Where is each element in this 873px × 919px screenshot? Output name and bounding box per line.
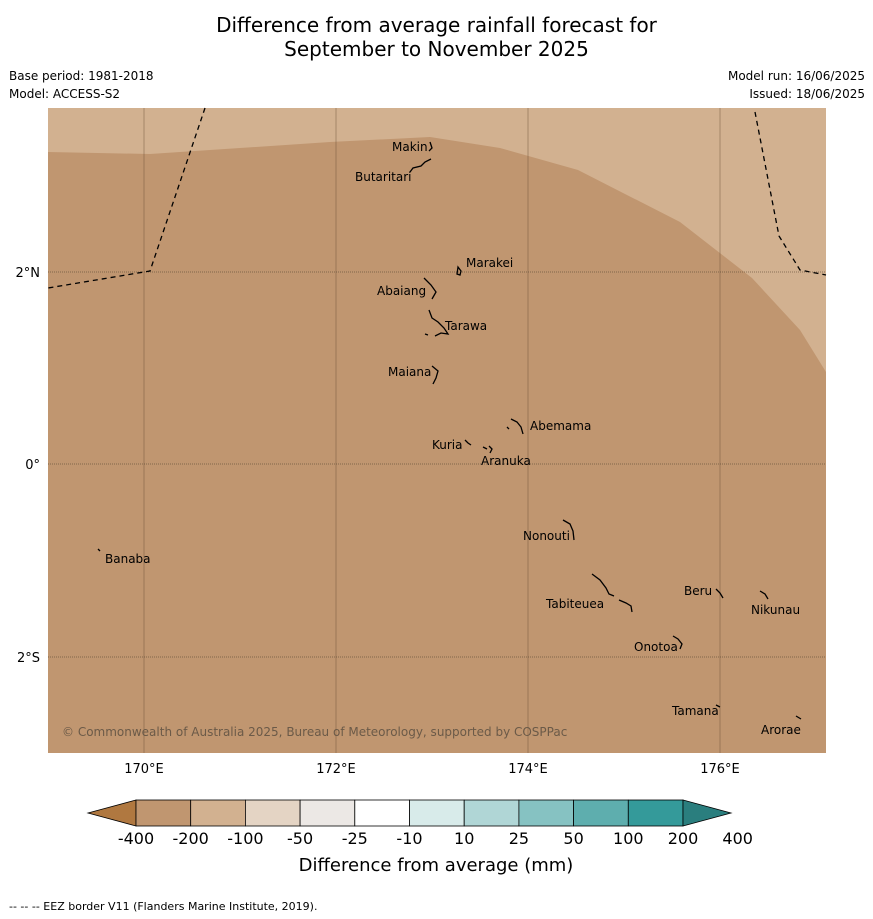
nonouti-outline [562, 519, 575, 541]
abaiang-outline [423, 277, 437, 300]
title-line-1: Difference from average rainfall forecas… [216, 13, 657, 37]
colorbar-tick-label: -25 [342, 829, 368, 848]
kuria-outline [464, 439, 472, 446]
colorbar-label: Difference from average (mm) [299, 855, 574, 876]
base-period: Base period: 1981-2018 [9, 69, 154, 83]
colorbar-segment [573, 799, 629, 827]
island-label-arorae: Arorae [761, 723, 801, 737]
copyright-notice: © Commonwealth of Australia 2025, Bureau… [62, 725, 567, 739]
colorbar-tick-label: 50 [563, 829, 583, 848]
colorbar-tick-label: 10 [454, 829, 474, 848]
island-label-tabiteuea: Tabiteuea [545, 597, 604, 611]
tamana-outline [715, 704, 721, 708]
island-label-maiana: Maiana [388, 365, 431, 379]
island-label-aranuka: Aranuka [481, 454, 531, 468]
island-label-butaritari: Butaritari [355, 170, 412, 184]
island-label-makin: Makin [392, 140, 428, 154]
colorbar-tick-label: -100 [227, 829, 263, 848]
onotoa-outline [672, 635, 683, 650]
tabiteuea-outline [591, 573, 633, 613]
colorbar-segment [463, 799, 520, 827]
colorbar-extend-high [682, 799, 733, 827]
island-label-onotoa: Onotoa [634, 640, 678, 654]
beru-outline [715, 588, 724, 599]
colorbar-segment [190, 799, 246, 827]
longitude-label-176e: 176°E [700, 762, 740, 777]
island-label-kuria: Kuria [432, 438, 463, 452]
colorbar-tick-label: 25 [509, 829, 529, 848]
latitude-label-0: 0° [25, 458, 40, 473]
island-outlines [97, 141, 802, 720]
longitude-label-172e: 172°E [316, 762, 356, 777]
aranuka-outline [482, 445, 493, 454]
butaritari-outline [409, 158, 432, 173]
title-line-2: September to November 2025 [284, 37, 589, 61]
colorbar-tick-label: -400 [118, 829, 154, 848]
colorbar-segment [299, 799, 356, 827]
eez-footnote: -- -- -- EEZ border V11 (Flanders Marine… [9, 900, 318, 913]
colorbar-segment [135, 799, 192, 827]
island-label-tarawa: Tarawa [444, 319, 487, 333]
longitude-gridlines [143, 108, 721, 753]
eez-border [47, 107, 827, 289]
colorbar-segment [627, 799, 684, 827]
island-label-abemama: Abemama [530, 419, 591, 433]
nikunau-outline [759, 590, 769, 600]
marakei-outline [456, 265, 462, 276]
tarawa-outline [424, 309, 450, 337]
rainfall-map: Makin Butaritari Marakei Abaiang Tarawa … [16, 107, 827, 876]
latitude-gridlines [48, 271, 826, 658]
colorbar-tick-label: -10 [396, 829, 422, 848]
colorbar-tick-label: 100 [613, 829, 644, 848]
issued-date: Issued: 18/06/2025 [749, 87, 865, 101]
colorbar-segment [244, 799, 301, 827]
island-label-nonouti: Nonouti [523, 529, 570, 543]
colorbar: -400 -200 -100 -50 -25 -10 10 25 50 100 200 400 [86, 799, 753, 848]
island-label-abaiang: Abaiang [377, 284, 426, 298]
makin-outline [428, 141, 433, 152]
abemama-outline [506, 418, 524, 435]
colorbar-extend-low [86, 799, 137, 827]
island-label-tamana: Tamana [671, 704, 719, 718]
colorbar-segment [518, 799, 575, 827]
colorbar-tick-label: -50 [287, 829, 313, 848]
latitude-label-2s: 2°S [17, 651, 40, 666]
model-name: Model: ACCESS-S2 [9, 87, 121, 101]
model-run: Model run: 16/06/2025 [727, 69, 865, 83]
longitude-label-174e: 174°E [508, 762, 548, 777]
island-label-banaba: Banaba [105, 552, 151, 566]
longitude-label-170e: 170°E [124, 762, 164, 777]
island-label-marakei: Marakei [466, 256, 513, 270]
arorae-outline [795, 715, 802, 720]
latitude-label-2n: 2°N [16, 266, 41, 281]
maiana-outline [431, 365, 439, 385]
colorbar-segment [354, 799, 410, 827]
map-area-minus100-minus50 [48, 108, 826, 372]
colorbar-segment [409, 799, 465, 827]
island-label-nikunau: Nikunau [751, 603, 800, 617]
banaba-outline [97, 548, 101, 552]
colorbar-tick-label: -200 [173, 829, 209, 848]
colorbar-tick-label: 400 [722, 829, 753, 848]
colorbar-tick-label: 200 [668, 829, 699, 848]
island-label-beru: Beru [684, 584, 712, 598]
